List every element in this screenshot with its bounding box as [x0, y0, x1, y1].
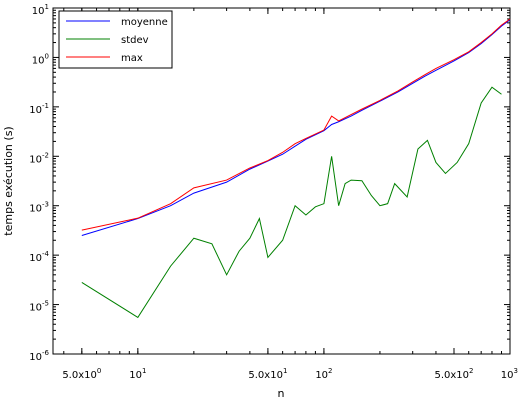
y-tick-label-base: 10: [29, 154, 42, 165]
x-tick-label-base: 5.0x10: [434, 370, 469, 381]
legend-label-stdev: stdev: [121, 35, 149, 46]
y-tick-label-exponent: -6: [42, 349, 50, 357]
y-tick-label-exponent: -4: [42, 250, 50, 258]
y-tick-label: 10-6: [29, 349, 49, 363]
x-tick-label: 5.0x101: [248, 367, 287, 381]
y-tick-label-base: 10: [29, 352, 42, 363]
x-tick-label-exponent: 2: [328, 367, 332, 375]
x-tick-label-base: 10: [129, 370, 142, 381]
x-tick-label-base: 10: [501, 370, 514, 381]
legend-label-moyenne: moyenne: [121, 17, 168, 28]
y-tick-label-exponent: 1: [45, 3, 49, 11]
y-tick-label: 100: [32, 52, 49, 66]
y-tick-label-exponent: -5: [42, 300, 49, 308]
legend-label-max: max: [121, 53, 143, 64]
y-axis-label: temps exécution (s): [2, 126, 15, 235]
x-tick-label-base: 10: [315, 370, 328, 381]
x-tick-label-exponent: 1: [283, 367, 287, 375]
y-tick-label-base: 10: [29, 303, 42, 314]
y-tick-label: 10-2: [29, 151, 49, 165]
x-tick-label-exponent: 1: [142, 367, 146, 375]
x-tick-label-exponent: 2: [469, 367, 473, 375]
y-tick-label-exponent: -3: [42, 201, 49, 209]
x-tick-label: 103: [501, 367, 518, 381]
y-tick-label-base: 10: [29, 204, 42, 215]
x-axis-label: n: [278, 387, 285, 400]
y-tick-label: 10-4: [29, 250, 49, 264]
x-tick-label-base: 5.0x10: [248, 370, 283, 381]
y-tick-label: 10-1: [29, 102, 49, 116]
y-tick-label: 10-3: [29, 201, 49, 215]
y-tick-label: 10-5: [29, 300, 49, 314]
x-tick-label-exponent: 0: [97, 367, 101, 375]
legend: moyenne stdev max: [59, 11, 172, 68]
y-tick-label-base: 10: [29, 105, 42, 116]
y-tick-label-base: 10: [32, 6, 45, 17]
y-tick-label-base: 10: [32, 55, 45, 66]
y-tick-label-exponent: -2: [42, 151, 49, 159]
y-tick-label-base: 10: [29, 253, 42, 264]
y-tick-label-exponent: -1: [42, 102, 49, 110]
x-tick-label: 5.0x100: [62, 367, 101, 381]
y-tick-label: 101: [32, 3, 49, 17]
x-tick-label: 101: [129, 367, 146, 381]
y-tick-label-exponent: 0: [45, 52, 49, 60]
x-tick-label: 5.0x102: [434, 367, 473, 381]
x-tick-label-base: 5.0x10: [62, 370, 97, 381]
x-tick-label-exponent: 3: [514, 367, 518, 375]
x-tick-label: 102: [315, 367, 332, 381]
